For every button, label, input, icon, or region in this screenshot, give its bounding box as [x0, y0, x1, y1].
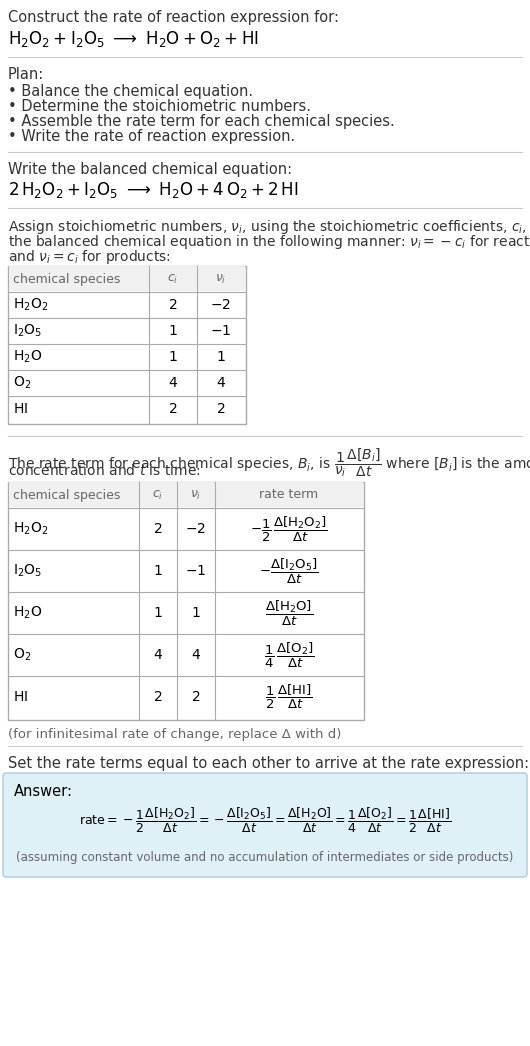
- Text: $\nu_i$: $\nu_i$: [215, 272, 227, 286]
- Text: 2: 2: [169, 402, 178, 416]
- Text: • Write the rate of reaction expression.: • Write the rate of reaction expression.: [8, 129, 295, 144]
- Bar: [9, 266, 245, 291]
- Text: Plan:: Plan:: [8, 67, 44, 82]
- Bar: [8, 482, 364, 720]
- Text: $-2$: $-2$: [186, 522, 207, 536]
- Text: Construct the rate of reaction expression for:: Construct the rate of reaction expressio…: [8, 10, 339, 25]
- Text: $2$: $2$: [216, 402, 226, 416]
- FancyBboxPatch shape: [3, 773, 527, 877]
- Text: $1$: $1$: [191, 606, 201, 620]
- Text: Assign stoichiometric numbers, $\nu_i$, using the stoichiometric coefficients, $: Assign stoichiometric numbers, $\nu_i$, …: [8, 218, 530, 236]
- Text: chemical species: chemical species: [13, 273, 120, 286]
- Text: $\mathrm{HI}$: $\mathrm{HI}$: [13, 690, 28, 704]
- Text: $\mathrm{H_2O}$: $\mathrm{H_2O}$: [13, 348, 42, 365]
- Text: $\mathrm{HI}$: $\mathrm{HI}$: [13, 402, 28, 416]
- Text: $\dfrac{1}{2}\,\dfrac{\Delta[\mathrm{HI}]}{\Delta t}$: $\dfrac{1}{2}\,\dfrac{\Delta[\mathrm{HI}…: [265, 683, 313, 711]
- Bar: [9, 482, 363, 507]
- Text: $2$: $2$: [191, 690, 201, 704]
- Text: Set the rate terms equal to each other to arrive at the rate expression:: Set the rate terms equal to each other t…: [8, 756, 529, 771]
- Text: $\mathrm{rate} = -\dfrac{1}{2}\dfrac{\Delta[\mathrm{H_2O_2}]}{\Delta t} = -\dfra: $\mathrm{rate} = -\dfrac{1}{2}\dfrac{\De…: [79, 805, 451, 835]
- Text: $1$: $1$: [216, 350, 226, 364]
- Text: • Balance the chemical equation.: • Balance the chemical equation.: [8, 84, 253, 99]
- Text: (assuming constant volume and no accumulation of intermediates or side products): (assuming constant volume and no accumul…: [16, 851, 514, 864]
- Text: 2: 2: [154, 690, 162, 704]
- Text: $4$: $4$: [216, 376, 226, 390]
- Text: 2: 2: [154, 522, 162, 536]
- Text: Answer:: Answer:: [14, 784, 73, 799]
- Text: 4: 4: [169, 376, 178, 390]
- Text: $\mathrm{I_2O_5}$: $\mathrm{I_2O_5}$: [13, 563, 42, 579]
- Text: $-\dfrac{1}{2}\,\dfrac{\Delta[\mathrm{H_2O_2}]}{\Delta t}$: $-\dfrac{1}{2}\,\dfrac{\Delta[\mathrm{H_…: [250, 515, 328, 544]
- Text: 1: 1: [154, 564, 162, 578]
- Text: $\mathrm{H_2O_2}$: $\mathrm{H_2O_2}$: [13, 297, 48, 313]
- Bar: [8, 266, 246, 424]
- Text: $4$: $4$: [191, 649, 201, 662]
- Text: $\mathrm{I_2O_5}$: $\mathrm{I_2O_5}$: [13, 323, 42, 339]
- Text: chemical species: chemical species: [13, 488, 120, 501]
- Text: 1: 1: [154, 606, 162, 620]
- Text: $c_i$: $c_i$: [167, 272, 179, 286]
- Text: $\mathrm{O_2}$: $\mathrm{O_2}$: [13, 646, 31, 663]
- Text: • Determine the stoichiometric numbers.: • Determine the stoichiometric numbers.: [8, 99, 311, 114]
- Text: $\mathrm{O_2}$: $\mathrm{O_2}$: [13, 374, 31, 391]
- Text: concentration and $t$ is time:: concentration and $t$ is time:: [8, 463, 201, 478]
- Text: $-2$: $-2$: [210, 298, 232, 312]
- Text: $-\dfrac{\Delta[\mathrm{I_2O_5}]}{\Delta t}$: $-\dfrac{\Delta[\mathrm{I_2O_5}]}{\Delta…: [259, 556, 319, 586]
- Text: $\mathrm{H_2O_2}$: $\mathrm{H_2O_2}$: [13, 521, 48, 538]
- Text: $\dfrac{1}{4}\,\dfrac{\Delta[\mathrm{O_2}]}{\Delta t}$: $\dfrac{1}{4}\,\dfrac{\Delta[\mathrm{O_2…: [264, 640, 314, 669]
- Text: $-1$: $-1$: [186, 564, 207, 578]
- Text: $2\,\mathrm{H_2O_2} + \mathrm{I_2O_5}\ \longrightarrow\ \mathrm{H_2O} + 4\,\math: $2\,\mathrm{H_2O_2} + \mathrm{I_2O_5}\ \…: [8, 180, 298, 200]
- Text: and $\nu_i = c_i$ for products:: and $\nu_i = c_i$ for products:: [8, 248, 171, 266]
- Text: 2: 2: [169, 298, 178, 312]
- Text: 4: 4: [154, 649, 162, 662]
- Text: • Assemble the rate term for each chemical species.: • Assemble the rate term for each chemic…: [8, 114, 395, 129]
- Text: Write the balanced chemical equation:: Write the balanced chemical equation:: [8, 162, 292, 177]
- Text: 1: 1: [169, 324, 178, 338]
- Text: The rate term for each chemical species, $B_i$, is $\dfrac{1}{\nu_i}\dfrac{\Delt: The rate term for each chemical species,…: [8, 446, 530, 479]
- Text: $\mathrm{H_2O}$: $\mathrm{H_2O}$: [13, 605, 42, 621]
- Text: $\nu_i$: $\nu_i$: [190, 488, 202, 501]
- Text: $\dfrac{\Delta[\mathrm{H_2O}]}{\Delta t}$: $\dfrac{\Delta[\mathrm{H_2O}]}{\Delta t}…: [265, 598, 313, 628]
- Text: (for infinitesimal rate of change, replace Δ with d): (for infinitesimal rate of change, repla…: [8, 728, 341, 741]
- Text: $\mathrm{H_2O_2} + \mathrm{I_2O_5}\ \longrightarrow\ \mathrm{H_2O} + \mathrm{O_2: $\mathrm{H_2O_2} + \mathrm{I_2O_5}\ \lon…: [8, 29, 259, 49]
- Text: rate term: rate term: [260, 488, 319, 501]
- Text: the balanced chemical equation in the following manner: $\nu_i = -c_i$ for react: the balanced chemical equation in the fo…: [8, 233, 530, 251]
- Text: 1: 1: [169, 350, 178, 364]
- Text: $c_i$: $c_i$: [152, 488, 164, 501]
- Text: $-1$: $-1$: [210, 324, 232, 338]
